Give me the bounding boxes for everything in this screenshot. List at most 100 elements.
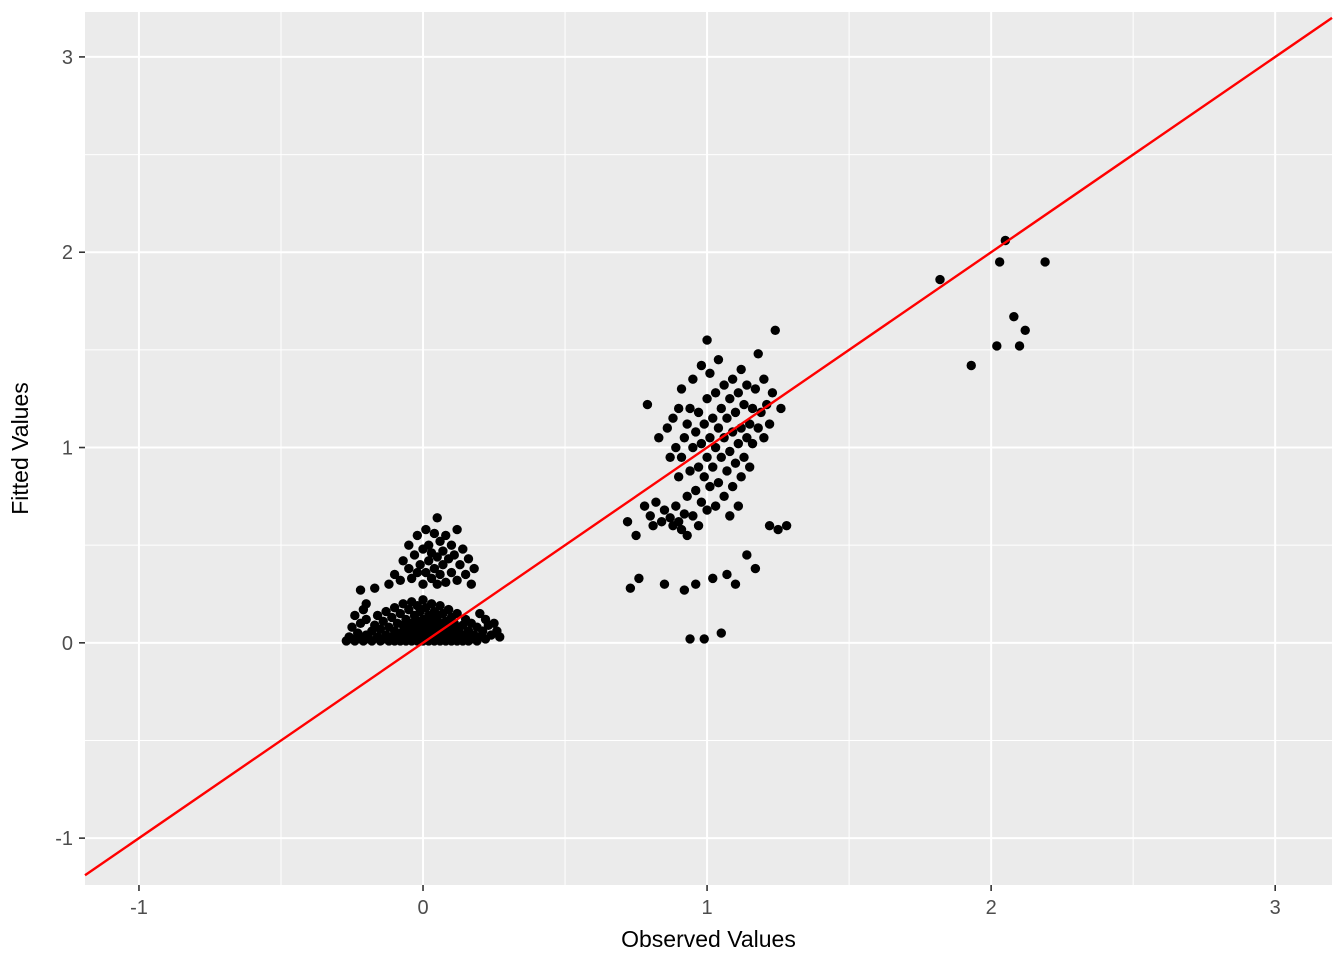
data-point [429, 563, 440, 574]
data-point [455, 560, 465, 570]
identity-line [84, 16, 1333, 877]
data-point [764, 419, 775, 429]
data-point [622, 517, 633, 527]
data-point [699, 634, 709, 644]
data-point [404, 540, 414, 550]
data-point [398, 556, 408, 566]
data-point [685, 403, 695, 414]
data-point [776, 403, 786, 414]
data-point [389, 569, 400, 580]
data-point [679, 585, 690, 595]
data-point [713, 477, 724, 488]
data-point [404, 563, 414, 574]
data-point [435, 569, 445, 580]
data-point [679, 509, 690, 519]
data-point [764, 520, 775, 531]
data-point [708, 413, 718, 423]
data-point [398, 599, 408, 609]
data-point [460, 569, 471, 580]
data-point [935, 274, 945, 285]
data-point [654, 433, 664, 443]
data-point [693, 462, 704, 472]
data-point [730, 579, 741, 589]
data-point [671, 442, 681, 453]
data-point [438, 560, 448, 570]
data-point [710, 501, 721, 511]
data-point [424, 540, 434, 550]
data-point [716, 628, 726, 638]
data-point [415, 560, 425, 570]
data-point [449, 550, 459, 560]
data-point [631, 530, 641, 541]
y-axis-title: Fitted Values [7, 382, 33, 515]
data-point [688, 374, 698, 384]
data-point [404, 604, 414, 615]
data-point [682, 419, 692, 429]
data-point [441, 577, 451, 587]
data-point [648, 520, 658, 531]
data-point [685, 634, 695, 644]
data-point [727, 374, 738, 384]
data-point [458, 544, 468, 554]
data-point [412, 530, 423, 541]
x-tick-label: -1 [130, 897, 148, 919]
x-tick-label: 1 [702, 897, 713, 919]
data-point [702, 393, 712, 404]
data-point [736, 364, 746, 375]
data-point [452, 524, 462, 535]
data-point [716, 452, 726, 462]
data-point [773, 524, 783, 535]
reference-line [84, 16, 1333, 877]
data-point [744, 462, 755, 472]
y-tick-label: -1 [55, 828, 73, 850]
data-point [708, 462, 718, 472]
data-point [432, 552, 442, 562]
data-point [659, 579, 670, 589]
data-point [441, 530, 451, 541]
data-point [688, 442, 698, 453]
data-point [673, 403, 684, 414]
x-tick-label: 2 [986, 897, 997, 919]
data-point [375, 624, 386, 634]
data-point [705, 368, 715, 379]
data-point [693, 520, 704, 531]
data-point [719, 380, 729, 390]
data-point [429, 528, 440, 539]
data-point [753, 349, 763, 359]
data-point [736, 472, 746, 482]
data-point [347, 622, 357, 632]
data-point [469, 563, 479, 574]
data-point [676, 384, 687, 394]
data-point [642, 399, 653, 410]
data-point [370, 583, 380, 593]
data-point [475, 608, 485, 619]
data-point [742, 550, 752, 560]
data-point [742, 433, 752, 443]
data-point [725, 446, 735, 457]
data-point [676, 452, 687, 462]
data-point [489, 618, 499, 628]
data-point [673, 517, 684, 527]
data-point [994, 257, 1005, 267]
data-point [662, 423, 673, 433]
data-point [713, 423, 724, 433]
data-point [739, 399, 749, 410]
data-point [730, 407, 741, 418]
data-point [702, 335, 712, 345]
data-point [702, 505, 712, 515]
data-point [691, 427, 701, 437]
data-point [381, 606, 391, 617]
data-point [639, 501, 650, 511]
data-point [744, 419, 755, 429]
data-point [421, 567, 431, 578]
data-point [750, 563, 761, 574]
data-point [699, 472, 709, 482]
data-point [702, 452, 712, 462]
data-point [759, 433, 769, 443]
y-tick-label: 2 [62, 242, 73, 264]
data-point [742, 380, 752, 390]
data-point [384, 579, 394, 589]
data-point [753, 423, 763, 433]
